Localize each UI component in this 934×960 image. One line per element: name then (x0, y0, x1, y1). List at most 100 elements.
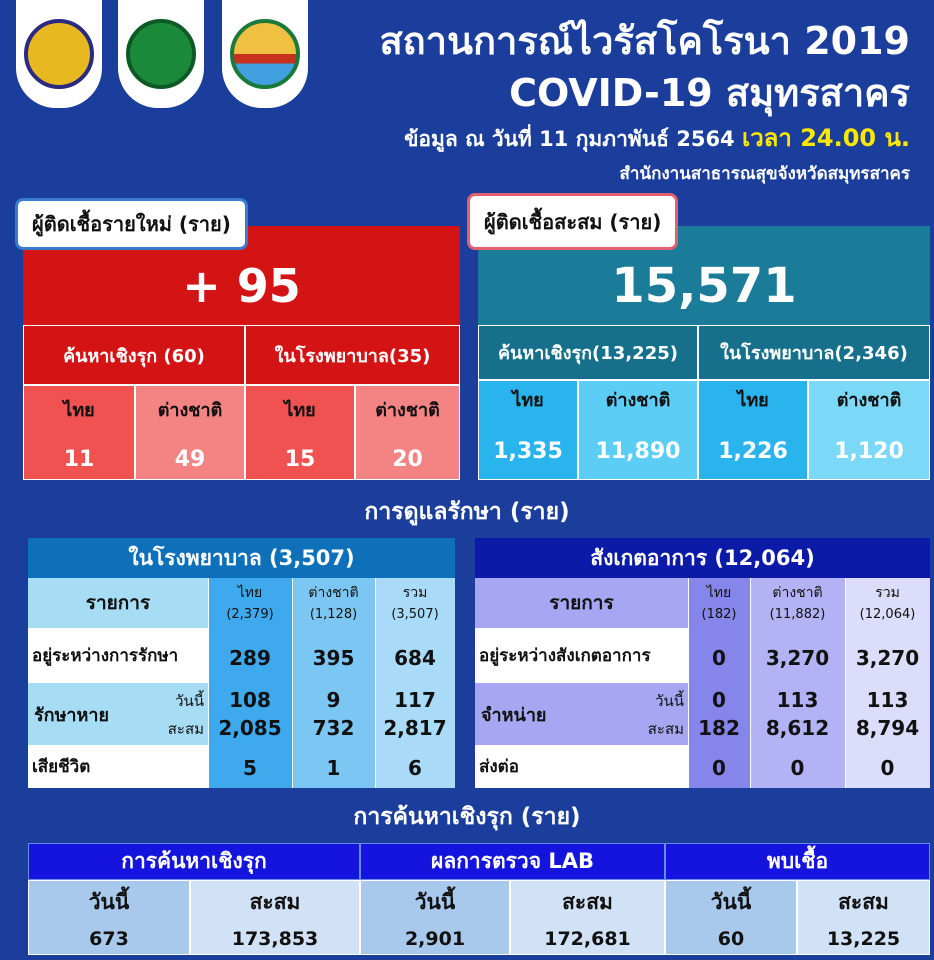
observe-row2-label: จำหน่าย (481, 704, 547, 726)
hospital-row-label-cell (28, 628, 208, 683)
hospital-r2-today-value: 9 (326, 688, 341, 712)
hospital-col-header-count: (1,128) (309, 606, 358, 622)
observe-row1-label: อยู่ระหว่างสังเกตอาการ (479, 646, 651, 666)
hospital-r2-cum-value: 2,817 (383, 716, 447, 740)
hospital-r2-today-value: 117 (394, 688, 436, 712)
new-cases-cell (23, 385, 135, 480)
cum-hospital-group: ในโรงพยาบาล(2,346) (698, 325, 930, 380)
hospital-r2-today-value: 108 (229, 688, 271, 712)
observe-r1-value: 0 (712, 645, 726, 670)
observe-r2-cum-value: 8,612 (765, 716, 830, 740)
observe-col-header: ต่างชาติ (772, 585, 823, 601)
hospital-r3-value: 5 (243, 756, 257, 780)
search-cum-label: สะสม (838, 889, 889, 914)
cum-cell-label: ต่างชาติ (836, 390, 902, 411)
hospital-table-title: ในโรงพยาบาล (3,507) (28, 538, 455, 578)
new-cell-value: 49 (174, 446, 206, 472)
observe-r1-value: 3,270 (765, 645, 830, 670)
hospital-item-header: รายการ (85, 592, 151, 614)
observe-item-header: รายการ (549, 592, 614, 614)
search-cum-cell (190, 880, 360, 955)
observe-col-header: รวม (875, 585, 900, 601)
ministry-of-public-health-logo (118, 0, 204, 108)
search-cum-cell (797, 880, 930, 955)
cumulative-label: ผู้ติดเชื้อสะสม (ราย) (467, 193, 679, 250)
new-cell-label: ต่างชาติ (157, 400, 223, 421)
hospital-row3-label: เสียชีวิต (32, 757, 91, 777)
provincial-seal-logo (16, 0, 102, 108)
observe-col-header-count: (12,064) (859, 606, 916, 622)
observe-r3-value: 0 (880, 756, 895, 780)
cum-cell-label: ไทย (737, 390, 769, 411)
search-cum-value: 173,853 (231, 928, 319, 950)
observe-r1-value: 3,270 (855, 645, 920, 670)
new-hospital-group: ในโรงพยาบาล(35) (245, 325, 460, 385)
search-today-value: 2,901 (404, 928, 466, 950)
observe-column (750, 578, 845, 788)
hospital-column (292, 578, 375, 788)
title-line-1: สถานการณ์ไวรัสโคโรนา 2019 (379, 19, 910, 63)
new-cell-value: 11 (63, 446, 95, 472)
new-cell-label: ต่างชาติ (375, 400, 440, 421)
new-cases-total: + 95 (182, 259, 301, 313)
hospital-cum-label: สะสม (167, 720, 204, 738)
hospital-r1-value: 395 (312, 645, 355, 670)
search-today-label: วันนี้ (710, 889, 752, 914)
new-cases-cell (245, 385, 355, 480)
new-cases-cell (355, 385, 460, 480)
observe-r2-today-value: 0 (712, 688, 726, 712)
observe-r2-cum-value: 182 (698, 716, 740, 740)
search-today-value: 673 (89, 928, 129, 950)
new-cell-label: ไทย (284, 400, 316, 421)
observe-column (845, 578, 930, 788)
observe-col-header-count: (11,882) (769, 606, 826, 622)
observe-table-title: สังเกตอาการ (12,064) (475, 538, 930, 578)
search-today-cell (360, 880, 510, 955)
title-line-2: COVID-19 สมุทรสาคร (509, 71, 910, 115)
cum-active-search-group: ค้นหาเชิงรุก(13,225) (478, 325, 698, 380)
search-cum-cell (510, 880, 665, 955)
search-cum-value: 13,225 (826, 928, 901, 950)
cumulative-cell (808, 380, 930, 480)
hospital-r2-cum-value: 732 (312, 716, 355, 740)
search-cum-label: สะสม (249, 889, 301, 914)
hospital-column (375, 578, 455, 788)
hospital-col-header: รวม (402, 585, 428, 601)
search-section-title: การค้นหาเชิงรุก (ราย) (353, 804, 581, 830)
new-cases-label: ผู้ติดเชื้อรายใหม่ (ราย) (15, 198, 248, 250)
search-today-cell (28, 880, 190, 955)
cumulative-cell (478, 380, 578, 480)
hospital-r2-cum-value: 2,085 (218, 716, 282, 740)
cum-cell-label: ไทย (512, 390, 544, 411)
search-today-label: วันนี้ (414, 889, 456, 914)
observe-r2-cum-value: 8,794 (855, 716, 920, 740)
new-active-search-group: ค้นหาเชิงรุก (60) (23, 325, 245, 385)
observe-row-label-cell (475, 745, 688, 788)
hospital-today-label: วันนี้ (175, 692, 204, 710)
new-cell-value: 20 (392, 446, 423, 472)
search-cum-value: 172,681 (544, 928, 631, 950)
search-cum-label: สะสม (562, 889, 613, 914)
observe-col-header-count: (182) (701, 606, 737, 622)
observe-row-label-cell (475, 683, 688, 745)
search-today-label: วันนี้ (88, 889, 130, 914)
hospital-col-header-count: (2,379) (226, 606, 274, 622)
hospital-row2-label: รักษาหาย (34, 704, 110, 726)
samut-sakhon-seal-logo (222, 0, 308, 108)
hospital-col-header: ต่างชาติ (308, 585, 359, 601)
hospital-r1-value: 289 (229, 645, 271, 670)
hospital-col-header: ไทย (237, 585, 263, 601)
care-section-title: การดูแลรักษา (ราย) (364, 499, 570, 525)
observe-r2-today-value: 113 (776, 688, 819, 712)
report-date: ข้อมูล ณ วันที่ 11 กุมภาพันธ์ 2564 เวลา … (404, 124, 910, 152)
search-group-header: การค้นหาเชิงรุก (28, 843, 360, 880)
cumulative-cell (698, 380, 808, 480)
new-cell-label: ไทย (63, 400, 95, 421)
new-cell-value: 15 (284, 446, 316, 472)
new-cases-cell (135, 385, 245, 480)
organization: สำนักงานสาธารณสุขจังหวัดสมุทรสาคร (619, 164, 910, 184)
search-group-header: ผลการตรวจ LAB (360, 843, 665, 880)
observe-column (688, 578, 750, 788)
report-time: เวลา 24.00 น. (741, 124, 910, 152)
search-group-header: พบเชื้อ (665, 843, 930, 880)
